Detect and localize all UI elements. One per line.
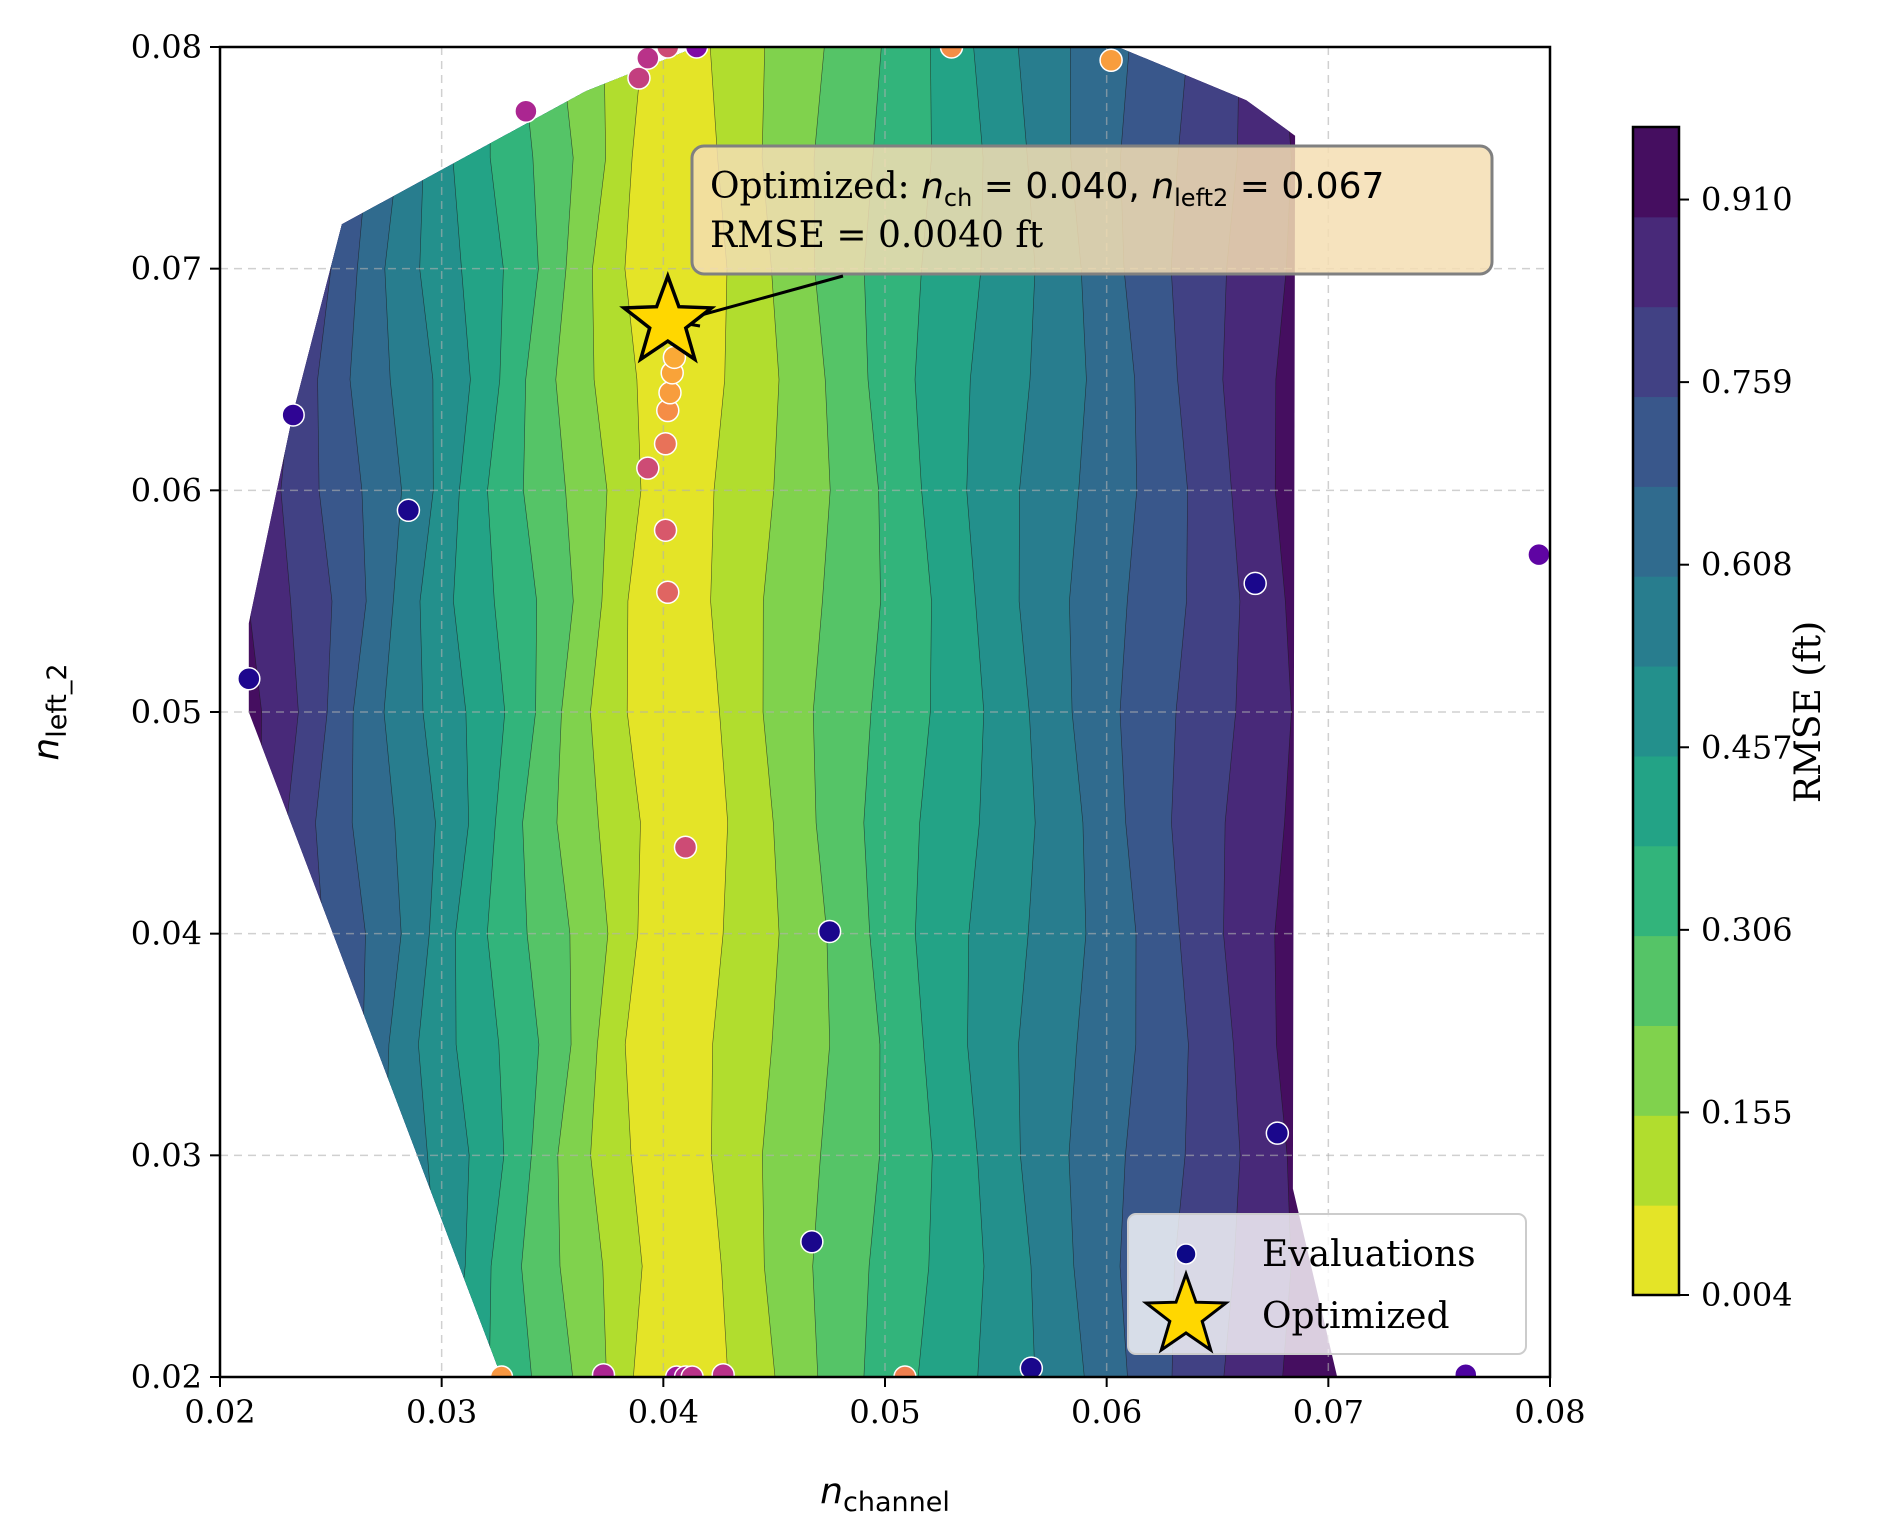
optimized-marker [619, 270, 717, 364]
colorbar-band [1633, 486, 1679, 577]
colorbar-tick-label: 0.306 [1701, 911, 1793, 949]
evaluation-point [627, 66, 651, 90]
colorbar-tick-label: 0.155 [1701, 1093, 1793, 1131]
legend-evaluations-label: Evaluations [1262, 1234, 1476, 1275]
colorbar-band [1633, 306, 1679, 398]
x-tick-label: 0.07 [1293, 1393, 1364, 1431]
y-tick-label: 0.03 [131, 1136, 202, 1174]
evaluation-point [658, 381, 682, 405]
colorbar-frame [1631, 125, 1681, 1297]
evaluation-point [1099, 48, 1123, 73]
evaluation-point [396, 498, 421, 523]
evaluation-point [489, 1365, 514, 1377]
y-tick-label: 0.02 [131, 1358, 202, 1396]
colorbar-tick-label: 0.457 [1701, 728, 1793, 766]
annotation-arrow [682, 274, 844, 322]
colorbar-band [1633, 127, 1679, 218]
annotation-line-1: Optimized: nch = 0.040, nleft2 = 0.067 [710, 166, 1384, 212]
colorbar-band [1633, 935, 1679, 1026]
x-tick-label: 0.08 [1514, 1393, 1585, 1431]
colorbar-tick-label: 0.004 [1701, 1276, 1793, 1314]
evaluation-point [800, 1230, 824, 1254]
colorbar-band [1633, 396, 1679, 487]
evaluation-point [514, 99, 538, 124]
y-tick-label: 0.08 [131, 28, 202, 66]
evaluation-points [237, 47, 1550, 1377]
optimized-star [619, 270, 717, 364]
colorbar-band [1633, 216, 1679, 308]
evaluation-point [1265, 1121, 1290, 1145]
x-tick-label: 0.02 [184, 1393, 255, 1431]
legend: Evaluations Optimized [1127, 1213, 1527, 1355]
colorbar: 0.004 0.155 0.306 0.457 0.608 0.759 0.910 RMSE… [1631, 125, 1829, 1314]
evaluation-point [281, 403, 305, 427]
colorbar-band [1633, 576, 1679, 667]
annotation-box [690, 144, 1494, 276]
y-tick-label: 0.05 [131, 693, 202, 731]
colorbar-band [1633, 755, 1679, 847]
colorbar-tick-label: 0.759 [1701, 363, 1793, 401]
optimum-annotation: Optimized: nch = 0.040, nleft2 = 0.067 R… [675, 144, 1494, 328]
colorbar-label: RMSE (ft) [1788, 621, 1829, 803]
y-tick-label: 0.04 [131, 915, 202, 953]
legend-evaluations-marker [1175, 1243, 1197, 1265]
evaluation-point [1019, 1356, 1044, 1377]
evaluation-point [817, 919, 842, 944]
evaluation-point [237, 667, 261, 691]
x-tick-label: 0.04 [628, 1393, 699, 1431]
evaluation-point [684, 47, 709, 59]
evaluation-point [656, 47, 680, 59]
annotation-line-2: RMSE = 0.0040 ft [710, 215, 1044, 256]
colorbar-tick-label: 0.608 [1701, 546, 1793, 584]
evaluation-point [653, 518, 678, 542]
colorbar-bands [1633, 127, 1679, 1296]
evaluation-point [653, 432, 678, 456]
colorbar-band [1633, 666, 1679, 757]
evaluation-point [656, 580, 680, 605]
x-tick-label: 0.03 [406, 1393, 477, 1431]
evaluation-point [1527, 542, 1550, 567]
legend-optimized-marker [1141, 1269, 1231, 1354]
y-tick-label: 0.06 [131, 471, 202, 509]
x-axis-label: nchannel [820, 1471, 950, 1518]
colorbar-band [1633, 1115, 1679, 1206]
evaluation-point [680, 1365, 704, 1377]
legend-box [1127, 1213, 1527, 1355]
legend-optimized-label: Optimized [1262, 1296, 1450, 1337]
evaluation-point [711, 1363, 735, 1377]
y-tick-label: 0.07 [131, 250, 202, 288]
x-tick-label: 0.06 [1071, 1393, 1142, 1431]
evaluation-point [636, 456, 660, 480]
evaluation-point [1243, 571, 1267, 596]
colorbar-band [1633, 1205, 1679, 1296]
colorbar-band [1633, 1025, 1679, 1116]
colorbar-tick-label: 0.910 [1701, 181, 1793, 219]
evaluation-point [1454, 1363, 1478, 1377]
y-axis-label: nleft_2 [26, 663, 73, 760]
evaluation-point [893, 1365, 917, 1377]
evaluation-point [591, 1363, 616, 1377]
axis-ticks: 0.02 0.03 0.04 0.05 0.06 0.07 0.08 0.02 0.03 0.04… [131, 28, 1586, 1431]
colorbar-band [1633, 845, 1679, 937]
evaluation-point [636, 47, 660, 70]
evaluation-point [673, 835, 698, 859]
evaluation-point [939, 47, 964, 59]
contour-band [624, 47, 729, 1377]
x-tick-label: 0.05 [849, 1393, 920, 1431]
colorbar-ticks: 0.004 0.155 0.306 0.457 0.608 0.759 0.910 [1679, 181, 1793, 1314]
